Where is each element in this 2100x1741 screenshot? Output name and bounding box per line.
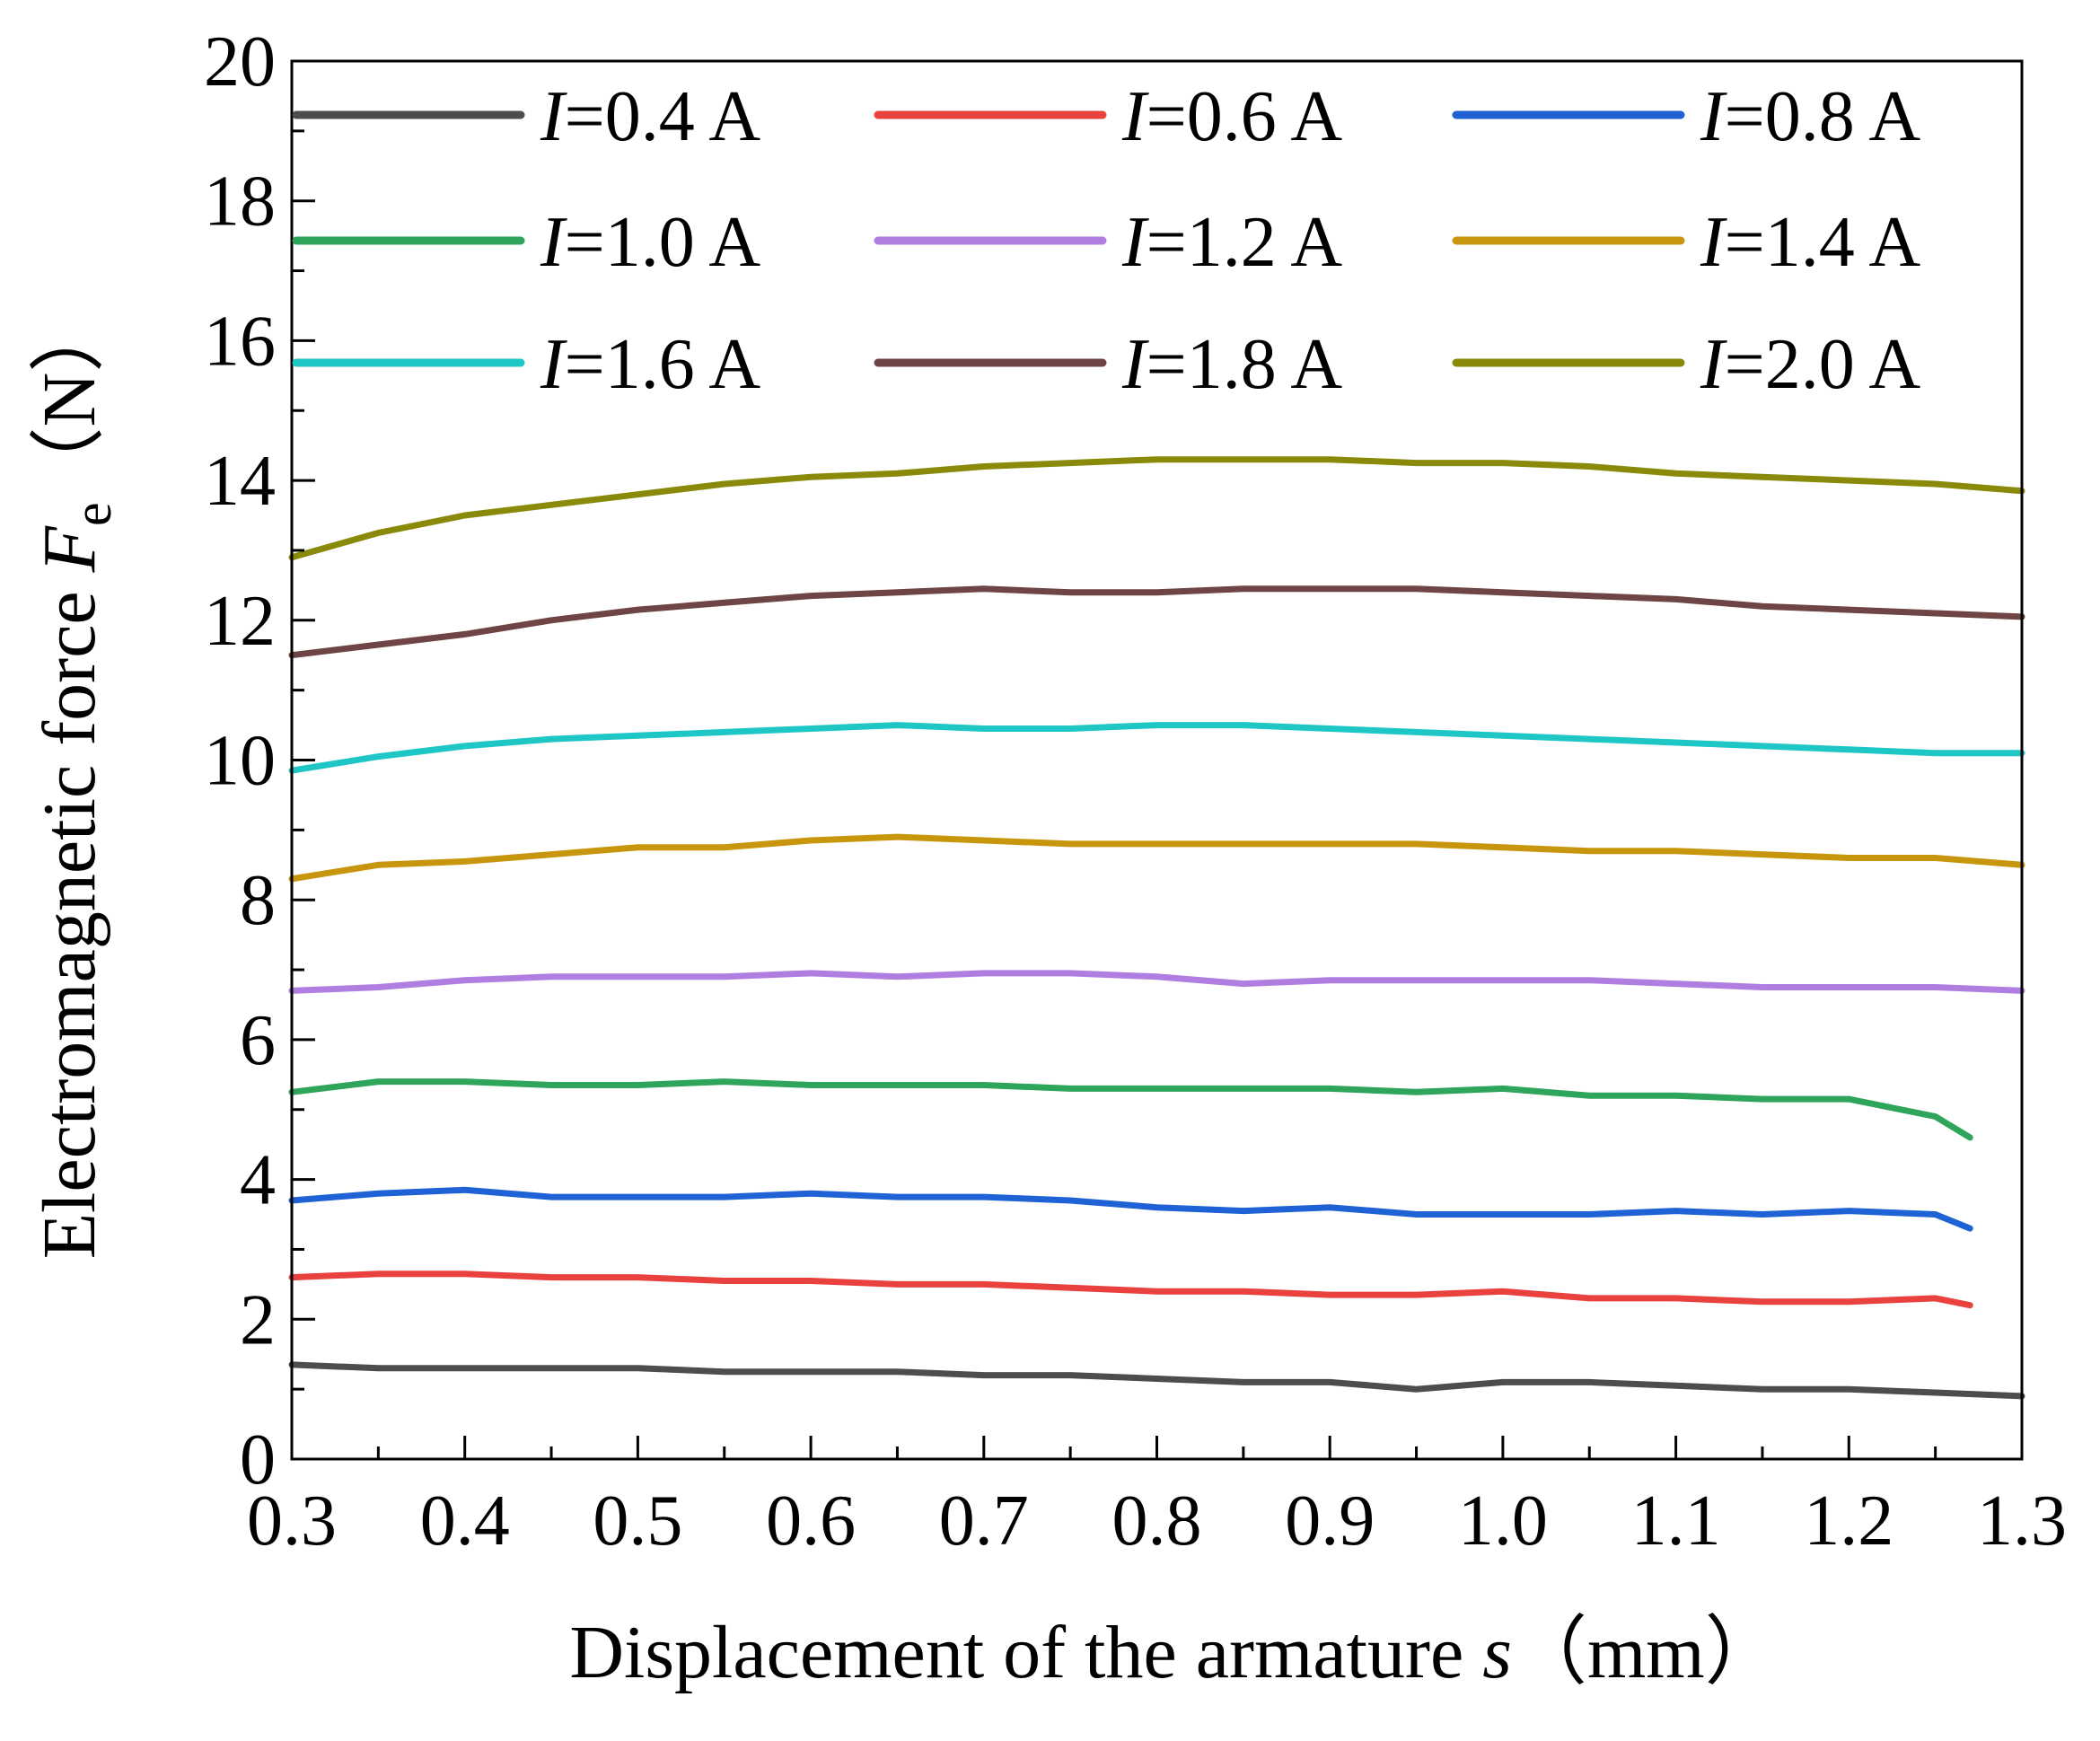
y-axis-ticks: 0 2 4 6 8 10 12 14 16 18 20 [204, 22, 315, 1499]
x-tick-label: 0.8 [1112, 1482, 1202, 1561]
y-axis-title-prefix: Electromagnetic force [28, 572, 111, 1259]
x-tick-label: 0.9 [1285, 1482, 1375, 1561]
y-tick-label: 16 [204, 302, 276, 381]
x-tick-label: 0.3 [247, 1482, 337, 1561]
legend-label-var: I [1121, 77, 1149, 156]
y-tick-label: 10 [204, 722, 276, 801]
legend-label: I=0.4 A [540, 77, 760, 156]
x-tick-label: 1.3 [1977, 1482, 2067, 1561]
legend-label-var: I [1700, 203, 1727, 282]
x-tick-label: 1.1 [1631, 1482, 1721, 1561]
legend-label-rest: =0.4 A [565, 77, 761, 156]
legend-label-var: I [1121, 203, 1149, 282]
legend-label-rest: =2.0 A [1725, 325, 1921, 404]
series-line [288, 970, 2025, 994]
legend-label-var: I [540, 325, 567, 404]
legend-label: I=0.8 A [1700, 77, 1920, 156]
y-tick-label: 4 [240, 1141, 276, 1220]
series-line [288, 585, 2025, 659]
y-tick-label: 8 [240, 861, 276, 940]
y-axis-title-unit: （N） [28, 297, 111, 503]
y-tick-label: 6 [240, 1001, 276, 1080]
x-tick-label: 0.4 [420, 1482, 510, 1561]
y-tick-label: 18 [204, 163, 276, 242]
legend-label-rest: =1.8 A [1147, 325, 1343, 404]
y-tick-label: 12 [204, 582, 276, 661]
legend-label-var: I [1700, 325, 1727, 404]
legend-label: I=1.2 A [1121, 203, 1342, 282]
series-lines [288, 456, 2025, 1400]
series-line [288, 1186, 1973, 1232]
legend: I=0.4 A I=0.6 A I=0.8 AI=1.0 A I=1.2 A I=1.4… [292, 77, 1920, 404]
legend-label: I=1.8 A [1121, 325, 1342, 404]
x-axis-title-unit: （mm） [1512, 1611, 1780, 1694]
y-tick-label: 0 [240, 1420, 276, 1499]
legend-label-rest: =0.8 A [1725, 77, 1921, 156]
x-tick-label: 1.2 [1804, 1482, 1894, 1561]
x-axis-title: Displacement of the armature s（mm） [569, 1611, 1779, 1694]
y-axis-title-var: F [28, 524, 111, 573]
series-line [288, 722, 2025, 774]
legend-label: I=0.6 A [1121, 77, 1342, 156]
x-axis-ticks: 0.3 0.4 0.5 0.6 0.7 0.8 0.9 1.0 1.1 1.2 1.3 [247, 1436, 2067, 1561]
y-axis-title: Electromagnetic force Fe（N） [28, 297, 122, 1260]
legend-label-var: I [1121, 325, 1149, 404]
legend-label-rest: =1.0 A [565, 203, 761, 282]
y-tick-label: 2 [240, 1280, 276, 1359]
series-line [288, 456, 2025, 561]
y-tick-label: 14 [204, 442, 276, 521]
x-tick-label: 0.5 [593, 1482, 682, 1561]
series-line [288, 1361, 2025, 1400]
legend-label: I=1.6 A [540, 325, 760, 404]
x-tick-label: 0.7 [939, 1482, 1029, 1561]
legend-label-rest: =0.6 A [1147, 77, 1343, 156]
legend-label: I=2.0 A [1700, 325, 1920, 404]
series-line [288, 1078, 1973, 1141]
x-axis-title-prefix: Displacement of the armature [569, 1611, 1482, 1694]
series-line [288, 833, 2025, 883]
y-axis-title-subscript: e [63, 502, 122, 526]
legend-label-rest: =1.4 A [1725, 203, 1921, 282]
series-line [288, 1271, 1973, 1309]
legend-label: I=1.4 A [1700, 203, 1920, 282]
legend-label-rest: =1.2 A [1147, 203, 1343, 282]
legend-label-var: I [540, 203, 567, 282]
legend-label-var: I [540, 77, 567, 156]
legend-label-var: I [1700, 77, 1727, 156]
y-tick-label: 20 [204, 22, 276, 101]
legend-label: I=1.0 A [540, 203, 760, 282]
x-tick-label: 1.0 [1458, 1482, 1548, 1561]
x-tick-label: 0.6 [766, 1482, 856, 1561]
legend-label-rest: =1.6 A [565, 325, 761, 404]
x-axis-title-var: s [1482, 1611, 1512, 1694]
